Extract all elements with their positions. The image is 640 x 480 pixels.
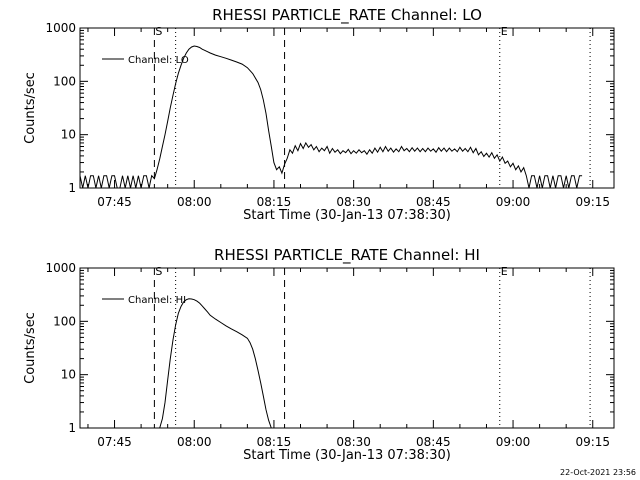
x-axis-label: Start Time (30-Jan-13 07:38:30): [243, 208, 451, 223]
panel-channel-hi: RHESSI PARTICLE_RATE Channel: HI 07:45 08:…: [23, 246, 615, 463]
x-tick-label: 08:15: [257, 435, 292, 449]
panel-channel-lo: RHESSI PARTICLE_RATE Channel: LO 07:45 08:…: [23, 6, 615, 223]
x-tick-label: 08:00: [177, 435, 212, 449]
event-marker-label: S: [155, 265, 162, 278]
y-tick-label: 100: [53, 314, 76, 328]
event-marker-label: E: [501, 265, 508, 278]
series-line: [159, 298, 272, 428]
x-axis-label: Start Time (30-Jan-13 07:38:30): [243, 448, 451, 463]
x-tick-label: 09:15: [575, 435, 610, 449]
x-tick-label: 08:45: [416, 435, 451, 449]
y-tick-label: 10: [61, 128, 76, 142]
plot-frame: [79, 27, 615, 189]
y-axis-label: Counts/sec: [23, 312, 38, 384]
y-tick-label: 1000: [45, 261, 76, 275]
chart-title: RHESSI PARTICLE_RATE Channel: HI: [214, 246, 480, 265]
y-tick-label: 100: [53, 74, 76, 88]
x-tick-label: 09:15: [575, 195, 610, 209]
x-tick-label: 07:45: [97, 195, 132, 209]
legend-entry: Channel: HI: [128, 295, 186, 306]
x-tick-label: 08:30: [336, 195, 371, 209]
x-tick-label: 08:15: [257, 195, 292, 209]
y-tick-label: 1000: [45, 21, 76, 35]
chart-title: RHESSI PARTICLE_RATE Channel: LO: [212, 6, 482, 25]
x-tick-label: 08:30: [336, 435, 371, 449]
y-tick-label: 10: [61, 368, 76, 382]
x-tick-label: 08:00: [177, 195, 212, 209]
event-marker-label: S: [155, 25, 162, 38]
plot-frame: [79, 267, 615, 429]
series-line: [80, 45, 583, 188]
x-tick-label: 07:45: [97, 435, 132, 449]
x-tick-label: 09:00: [496, 195, 531, 209]
x-tick-label: 09:00: [496, 435, 531, 449]
x-tick-label: 08:45: [416, 195, 451, 209]
y-tick-label: 1: [68, 421, 76, 435]
legend-entry: Channel: LO: [128, 55, 189, 66]
y-axis-label: Counts/sec: [23, 72, 38, 144]
event-marker-label: E: [501, 25, 508, 38]
footer-timestamp: 22-Oct-2021 23:56: [560, 468, 636, 477]
y-tick-label: 1: [68, 181, 76, 195]
